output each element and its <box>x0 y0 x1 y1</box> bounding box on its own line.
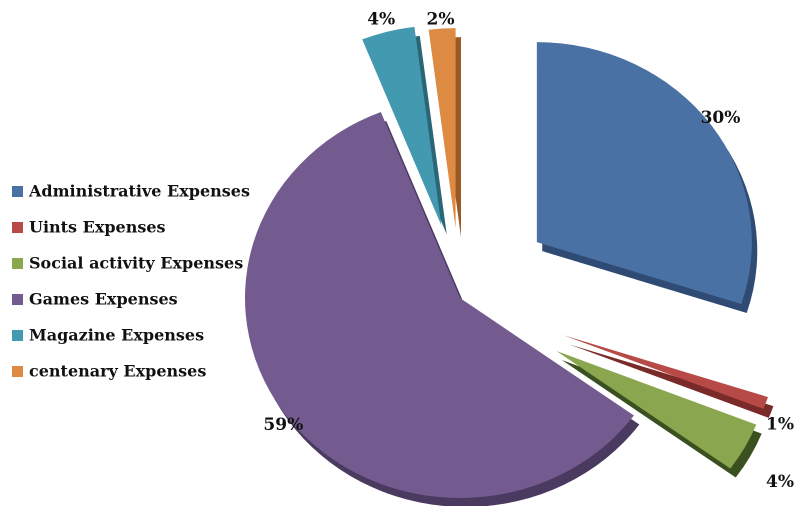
legend-swatch-administrative-expenses <box>12 186 23 197</box>
legend-swatch-centenary-expenses <box>12 366 23 377</box>
legend-label-magazine-expenses: Magazine Expenses <box>29 326 204 345</box>
slice-uints-expenses <box>563 335 768 409</box>
data-label-centenary-expenses: 2% <box>427 10 455 30</box>
data-label-uints-expenses: 1% <box>766 415 794 435</box>
data-labels: 30% 1% 4% 59% 4% 2% <box>263 10 794 493</box>
legend-label-centenary-expenses: centenary Expenses <box>29 362 206 381</box>
data-label-social-activity-expenses: 4% <box>766 472 794 492</box>
data-label-games-expenses: 59% <box>263 415 303 435</box>
slice-magazine-expenses <box>362 26 442 226</box>
slice-side-uints-expenses <box>568 344 774 418</box>
legend-swatch-games-expenses <box>12 294 23 305</box>
legend-swatch-uints-expenses <box>12 222 23 233</box>
data-label-magazine-expenses: 4% <box>367 10 395 30</box>
slice-centenary-expenses <box>428 28 456 229</box>
legend-label-administrative-expenses: Administrative Expenses <box>28 182 250 201</box>
legend-swatch-magazine-expenses <box>12 330 23 341</box>
slice-social-activity-expenses <box>556 350 757 469</box>
slice-games-expenses <box>244 112 634 499</box>
legend-label-games-expenses: Games Expenses <box>29 290 178 309</box>
legend-label-social-activity-expenses: Social activity Expenses <box>29 254 243 273</box>
legend-swatch-social-activity-expenses <box>12 258 23 269</box>
slices <box>244 26 768 499</box>
legend: Administrative Expenses Uints Expenses Soc… <box>12 182 250 381</box>
data-label-administrative-expenses: 30% <box>701 108 741 128</box>
legend-label-uints-expenses: Uints Expenses <box>29 218 166 237</box>
slice-administrative-expenses <box>536 42 752 304</box>
